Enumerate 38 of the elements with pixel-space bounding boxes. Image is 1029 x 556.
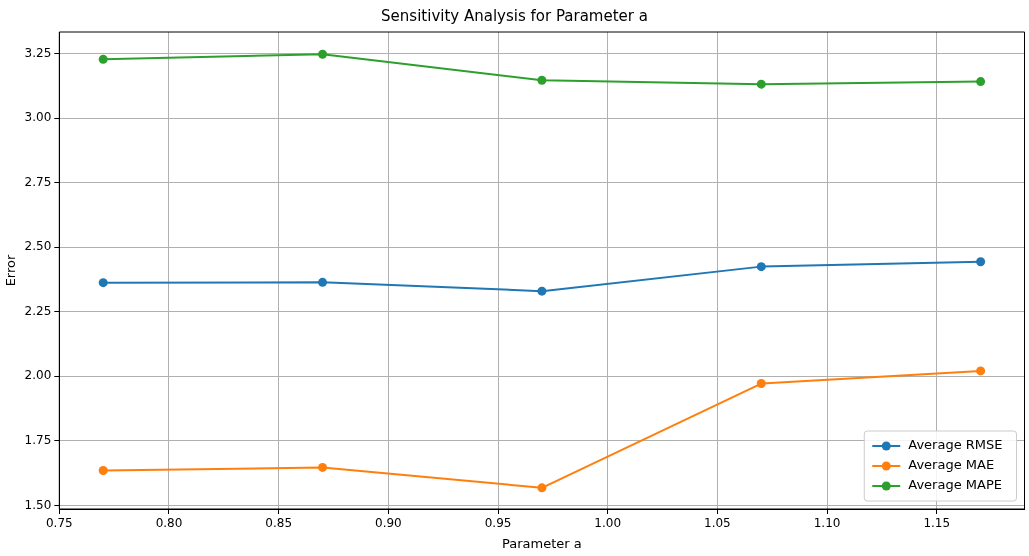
x-axis-title: Parameter a [502,535,582,551]
point [318,49,328,59]
x-tick-label: 0.85 [265,516,293,531]
y-tick-label: 2.50 [24,239,52,254]
legend-label: Average MAE [908,457,995,473]
point [537,483,547,493]
point [537,286,547,296]
point [98,466,108,476]
point [976,257,986,267]
y-axis-title: Error [3,254,19,287]
point [976,366,986,376]
point [976,77,986,87]
x-tick-label: 1.00 [594,516,622,531]
point [756,379,766,389]
x-tick-label: 1.15 [923,516,951,531]
y-tick-label: 3.00 [24,110,52,125]
legend-label: Average RMSE [908,437,1003,453]
x-tick-label: 0.90 [375,516,402,531]
point [318,277,328,287]
x-tick-label: 0.95 [484,516,512,531]
chart-title: Sensitivity Analysis for Parameter a [381,6,648,25]
y-tick-label: 2.00 [24,368,52,383]
legend-label: Average MAPE [908,477,1002,493]
x-tick-label: 1.10 [813,516,841,531]
x-tick-label: 0.75 [45,516,73,531]
y-tick-label: 1.75 [24,432,52,447]
point [756,262,766,272]
x-tick-label: 0.80 [155,516,183,531]
point [537,75,547,85]
y-tick-label: 2.25 [24,303,52,318]
point [756,79,766,89]
y-tick-label: 3.25 [24,45,52,60]
x-tick-label: 1.05 [704,516,731,531]
y-tick-label: 1.50 [24,497,52,512]
point [98,278,108,288]
y-tick-label: 2.75 [24,174,52,189]
point [98,54,108,64]
point [318,462,328,472]
